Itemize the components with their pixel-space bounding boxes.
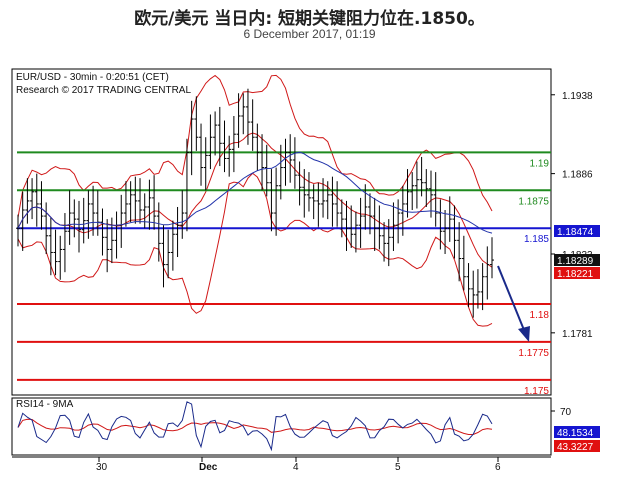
price-tag-box (554, 254, 600, 266)
rsi-label: RSI14 - 9MA (16, 399, 74, 410)
rsi-y-tick-label: 70 (560, 407, 572, 418)
x-tick-label: 5 (395, 462, 401, 473)
candles (16, 88, 494, 318)
forecast-arrow-head-icon (518, 326, 530, 342)
source-label: Research © 2017 TRADING CENTRAL (16, 85, 191, 96)
rsi-lines: 48.1534 43.3227 (17, 401, 600, 453)
x-tick-label: 4 (293, 462, 299, 473)
forecast-arrow-shaft (497, 265, 525, 331)
level-label: 1.175 (524, 386, 549, 397)
price-tag-box (554, 267, 600, 279)
x-tick-label: 6 (495, 462, 501, 473)
y-tick-label: 1.1886 (562, 170, 593, 181)
x-axis-ticks: 30 Dec 4 5 6 (96, 457, 501, 473)
price-tag-label: 1.18289 (557, 256, 594, 267)
upper-band-line (17, 74, 493, 218)
y-tick-label: 1.1781 (562, 329, 593, 340)
rsi-tag-label: 43.3227 (557, 442, 594, 453)
moving-average (17, 151, 493, 234)
price-tags: 1.18474 1.18289 1.18221 (554, 225, 600, 280)
price-tag-box (554, 225, 600, 237)
page-subtitle: 6 December 2017, 01:19 (243, 27, 376, 41)
middle-band-line (17, 132, 493, 268)
price-tag-label: 1.18474 (557, 227, 594, 238)
level-lines: 1.19 1.1875 1.185 1.18 1.1775 1.175 (17, 151, 551, 397)
page-title: 欧元/美元 当日内: 短期关键阻力位在.1850。 (134, 9, 485, 29)
symbol-label: EUR/USD - 30min - 0:20:51 (CET) (16, 72, 169, 83)
level-label: 1.19 (530, 158, 550, 169)
rsi-tag-box (554, 426, 600, 438)
level-label: 1.185 (524, 234, 549, 245)
level-label: 1.1775 (518, 348, 549, 359)
y-tick-label: 1.1938 (562, 91, 593, 102)
lower-band-line (17, 172, 493, 327)
rsi-line (17, 401, 493, 452)
rsi-panel-frame (11, 397, 552, 456)
x-tick-label: 30 (96, 462, 108, 473)
bollinger-bands (17, 74, 493, 327)
level-label: 1.18 (530, 310, 550, 321)
rsi-tag-label: 48.1534 (557, 428, 594, 439)
x-tick-label: Dec (199, 462, 218, 473)
rsi-ma-line (17, 418, 493, 435)
level-label: 1.1875 (518, 196, 549, 207)
moving-average-line (17, 151, 493, 234)
rsi-tag-box (554, 440, 600, 452)
price-tag-label: 1.18221 (557, 269, 594, 280)
main-panel-frame (11, 68, 552, 396)
